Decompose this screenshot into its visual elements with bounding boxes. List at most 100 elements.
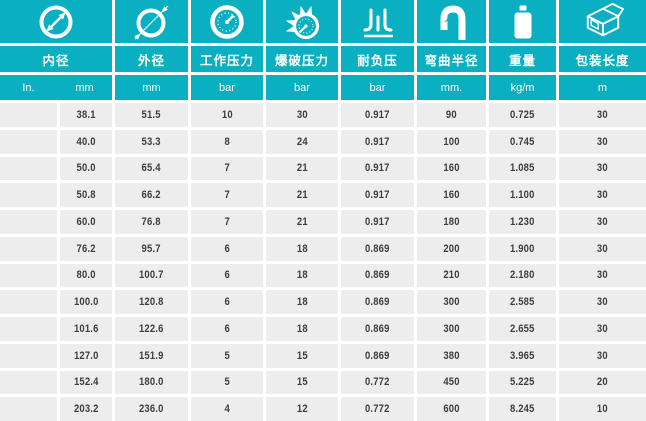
unit-package-length: m xyxy=(559,75,646,100)
header-vacuum-resistance xyxy=(341,0,414,43)
table-cell-r6-c8: 30 xyxy=(559,236,646,261)
table-cell-r7-c1: 80.0 xyxy=(60,263,112,288)
table-cell-r12-c0 xyxy=(0,397,57,421)
table-cell-r1-c6: 90 xyxy=(417,103,486,127)
table-cell-r3-c5: 0.917 xyxy=(341,156,414,181)
label-package-length: 包装长度 xyxy=(559,46,646,72)
table-cell-r10-c8: 30 xyxy=(559,343,646,368)
label-text: 重量 xyxy=(508,53,536,68)
table-cell-r8-c5: 0.869 xyxy=(341,290,414,314)
table-cell-r9-c3: 6 xyxy=(191,317,263,341)
table-cell-r11-c6: 450 xyxy=(417,370,486,395)
header-outer-diameter xyxy=(115,0,188,43)
table-cell-r3-c4: 21 xyxy=(266,156,338,181)
table-cell-r9-c4: 18 xyxy=(266,317,338,341)
label-text: 外径 xyxy=(137,53,165,68)
table-cell-r12-c8: 10 xyxy=(559,397,646,421)
table-cell-r3-c3: 7 xyxy=(191,156,263,181)
table-cell-r6-c4: 18 xyxy=(266,236,338,261)
table-cell-r9-c1: 101.6 xyxy=(60,317,112,341)
table-cell-r7-c6: 210 xyxy=(417,263,486,288)
table-cell-r5-c6: 180 xyxy=(417,210,486,234)
label-text: 包装长度 xyxy=(575,53,630,68)
table-cell-r2-c1: 40.0 xyxy=(60,129,112,154)
table-cell-r7-c8: 30 xyxy=(559,263,646,288)
table-cell-r8-c4: 18 xyxy=(266,290,338,314)
table-cell-r4-c0 xyxy=(0,183,57,207)
inner-diameter-icon xyxy=(36,3,76,41)
table-cell-r1-c1: 38.1 xyxy=(60,103,112,127)
table-cell-r7-c7: 2.180 xyxy=(489,263,556,288)
label-vacuum-resistance: 耐负压 xyxy=(341,46,414,72)
table-cell-r11-c4: 15 xyxy=(266,370,338,395)
table-cell-r8-c2: 120.8 xyxy=(115,290,188,314)
unit-text: mm xyxy=(142,81,161,94)
table-cell-r5-c1: 60.0 xyxy=(60,210,112,234)
table-cell-r1-c4: 30 xyxy=(266,103,338,127)
unit-text: m xyxy=(597,81,608,94)
label-text: 耐负压 xyxy=(357,53,398,68)
table-cell-r10-c3: 5 xyxy=(191,343,263,368)
header-bend-radius xyxy=(417,0,486,43)
table-cell-r1-c0 xyxy=(0,103,57,127)
table-cell-r6-c7: 1.900 xyxy=(489,236,556,261)
label-text: 弯曲半径 xyxy=(424,53,479,68)
unit-inch: In. xyxy=(22,81,35,94)
table-cell-r3-c7: 1.085 xyxy=(489,156,556,181)
table-cell-r9-c8: 30 xyxy=(559,317,646,341)
table-cell-r5-c0 xyxy=(0,210,57,234)
table-cell-r11-c3: 5 xyxy=(191,370,263,395)
burst-pressure-icon xyxy=(278,2,326,42)
label-text: 工作压力 xyxy=(199,53,254,68)
table-cell-r9-c2: 122.6 xyxy=(115,317,188,341)
table-cell-r8-c3: 6 xyxy=(191,290,263,314)
bend-radius-icon xyxy=(432,2,472,42)
unit-inner-diameter: In. mm xyxy=(0,75,112,100)
table-cell-r12-c4: 12 xyxy=(266,397,338,421)
table-cell-r2-c0 xyxy=(0,129,57,154)
table-cell-r10-c2: 151.9 xyxy=(115,343,188,368)
table-cell-r4-c7: 1.100 xyxy=(489,183,556,207)
table-cell-r6-c2: 95.7 xyxy=(115,236,188,261)
table-cell-r11-c1: 152.4 xyxy=(60,370,112,395)
table-cell-r5-c7: 1.230 xyxy=(489,210,556,234)
table-cell-r10-c7: 3.965 xyxy=(489,343,556,368)
table-cell-r11-c2: 180.0 xyxy=(115,370,188,395)
unit-text: kg/m xyxy=(510,81,535,94)
table-cell-r1-c7: 0.725 xyxy=(489,103,556,127)
label-text: 内径 xyxy=(42,53,70,68)
table-cell-r5-c5: 0.917 xyxy=(341,210,414,234)
table-cell-r12-c7: 8.245 xyxy=(489,397,556,421)
label-burst-pressure: 爆破压力 xyxy=(266,46,338,72)
table-cell-r2-c7: 0.745 xyxy=(489,129,556,154)
table-cell-r12-c6: 600 xyxy=(417,397,486,421)
table-cell-r9-c5: 0.869 xyxy=(341,317,414,341)
unit-vacuum-resistance: bar xyxy=(341,75,414,100)
table-cell-r12-c2: 236.0 xyxy=(115,397,188,421)
table-cell-r1-c2: 51.5 xyxy=(115,103,188,127)
table-cell-r10-c6: 380 xyxy=(417,343,486,368)
table-cell-r1-c5: 0.917 xyxy=(341,103,414,127)
table-cell-r9-c7: 2.655 xyxy=(489,317,556,341)
unit-bend-radius: mm. xyxy=(417,75,486,100)
unit-text: bar xyxy=(219,81,235,94)
table-cell-r10-c4: 15 xyxy=(266,343,338,368)
table-cell-r7-c4: 18 xyxy=(266,263,338,288)
table-cell-r5-c4: 21 xyxy=(266,210,338,234)
unit-working-pressure: bar xyxy=(191,75,263,100)
table-cell-r10-c0 xyxy=(0,343,57,368)
table-cell-r3-c8: 30 xyxy=(559,156,646,181)
table-cell-r4-c5: 0.917 xyxy=(341,183,414,207)
table-cell-r2-c2: 53.3 xyxy=(115,129,188,154)
unit-burst-pressure: bar xyxy=(266,75,338,100)
table-cell-r9-c6: 300 xyxy=(417,317,486,341)
table-cell-r3-c6: 160 xyxy=(417,156,486,181)
header-working-pressure xyxy=(191,0,263,43)
label-bend-radius: 弯曲半径 xyxy=(417,46,486,72)
working-pressure-gauge-icon xyxy=(207,2,247,42)
weight-icon xyxy=(503,3,543,41)
label-working-pressure: 工作压力 xyxy=(191,46,263,72)
table-cell-r2-c5: 0.917 xyxy=(341,129,414,154)
header-inner-diameter xyxy=(0,0,112,43)
